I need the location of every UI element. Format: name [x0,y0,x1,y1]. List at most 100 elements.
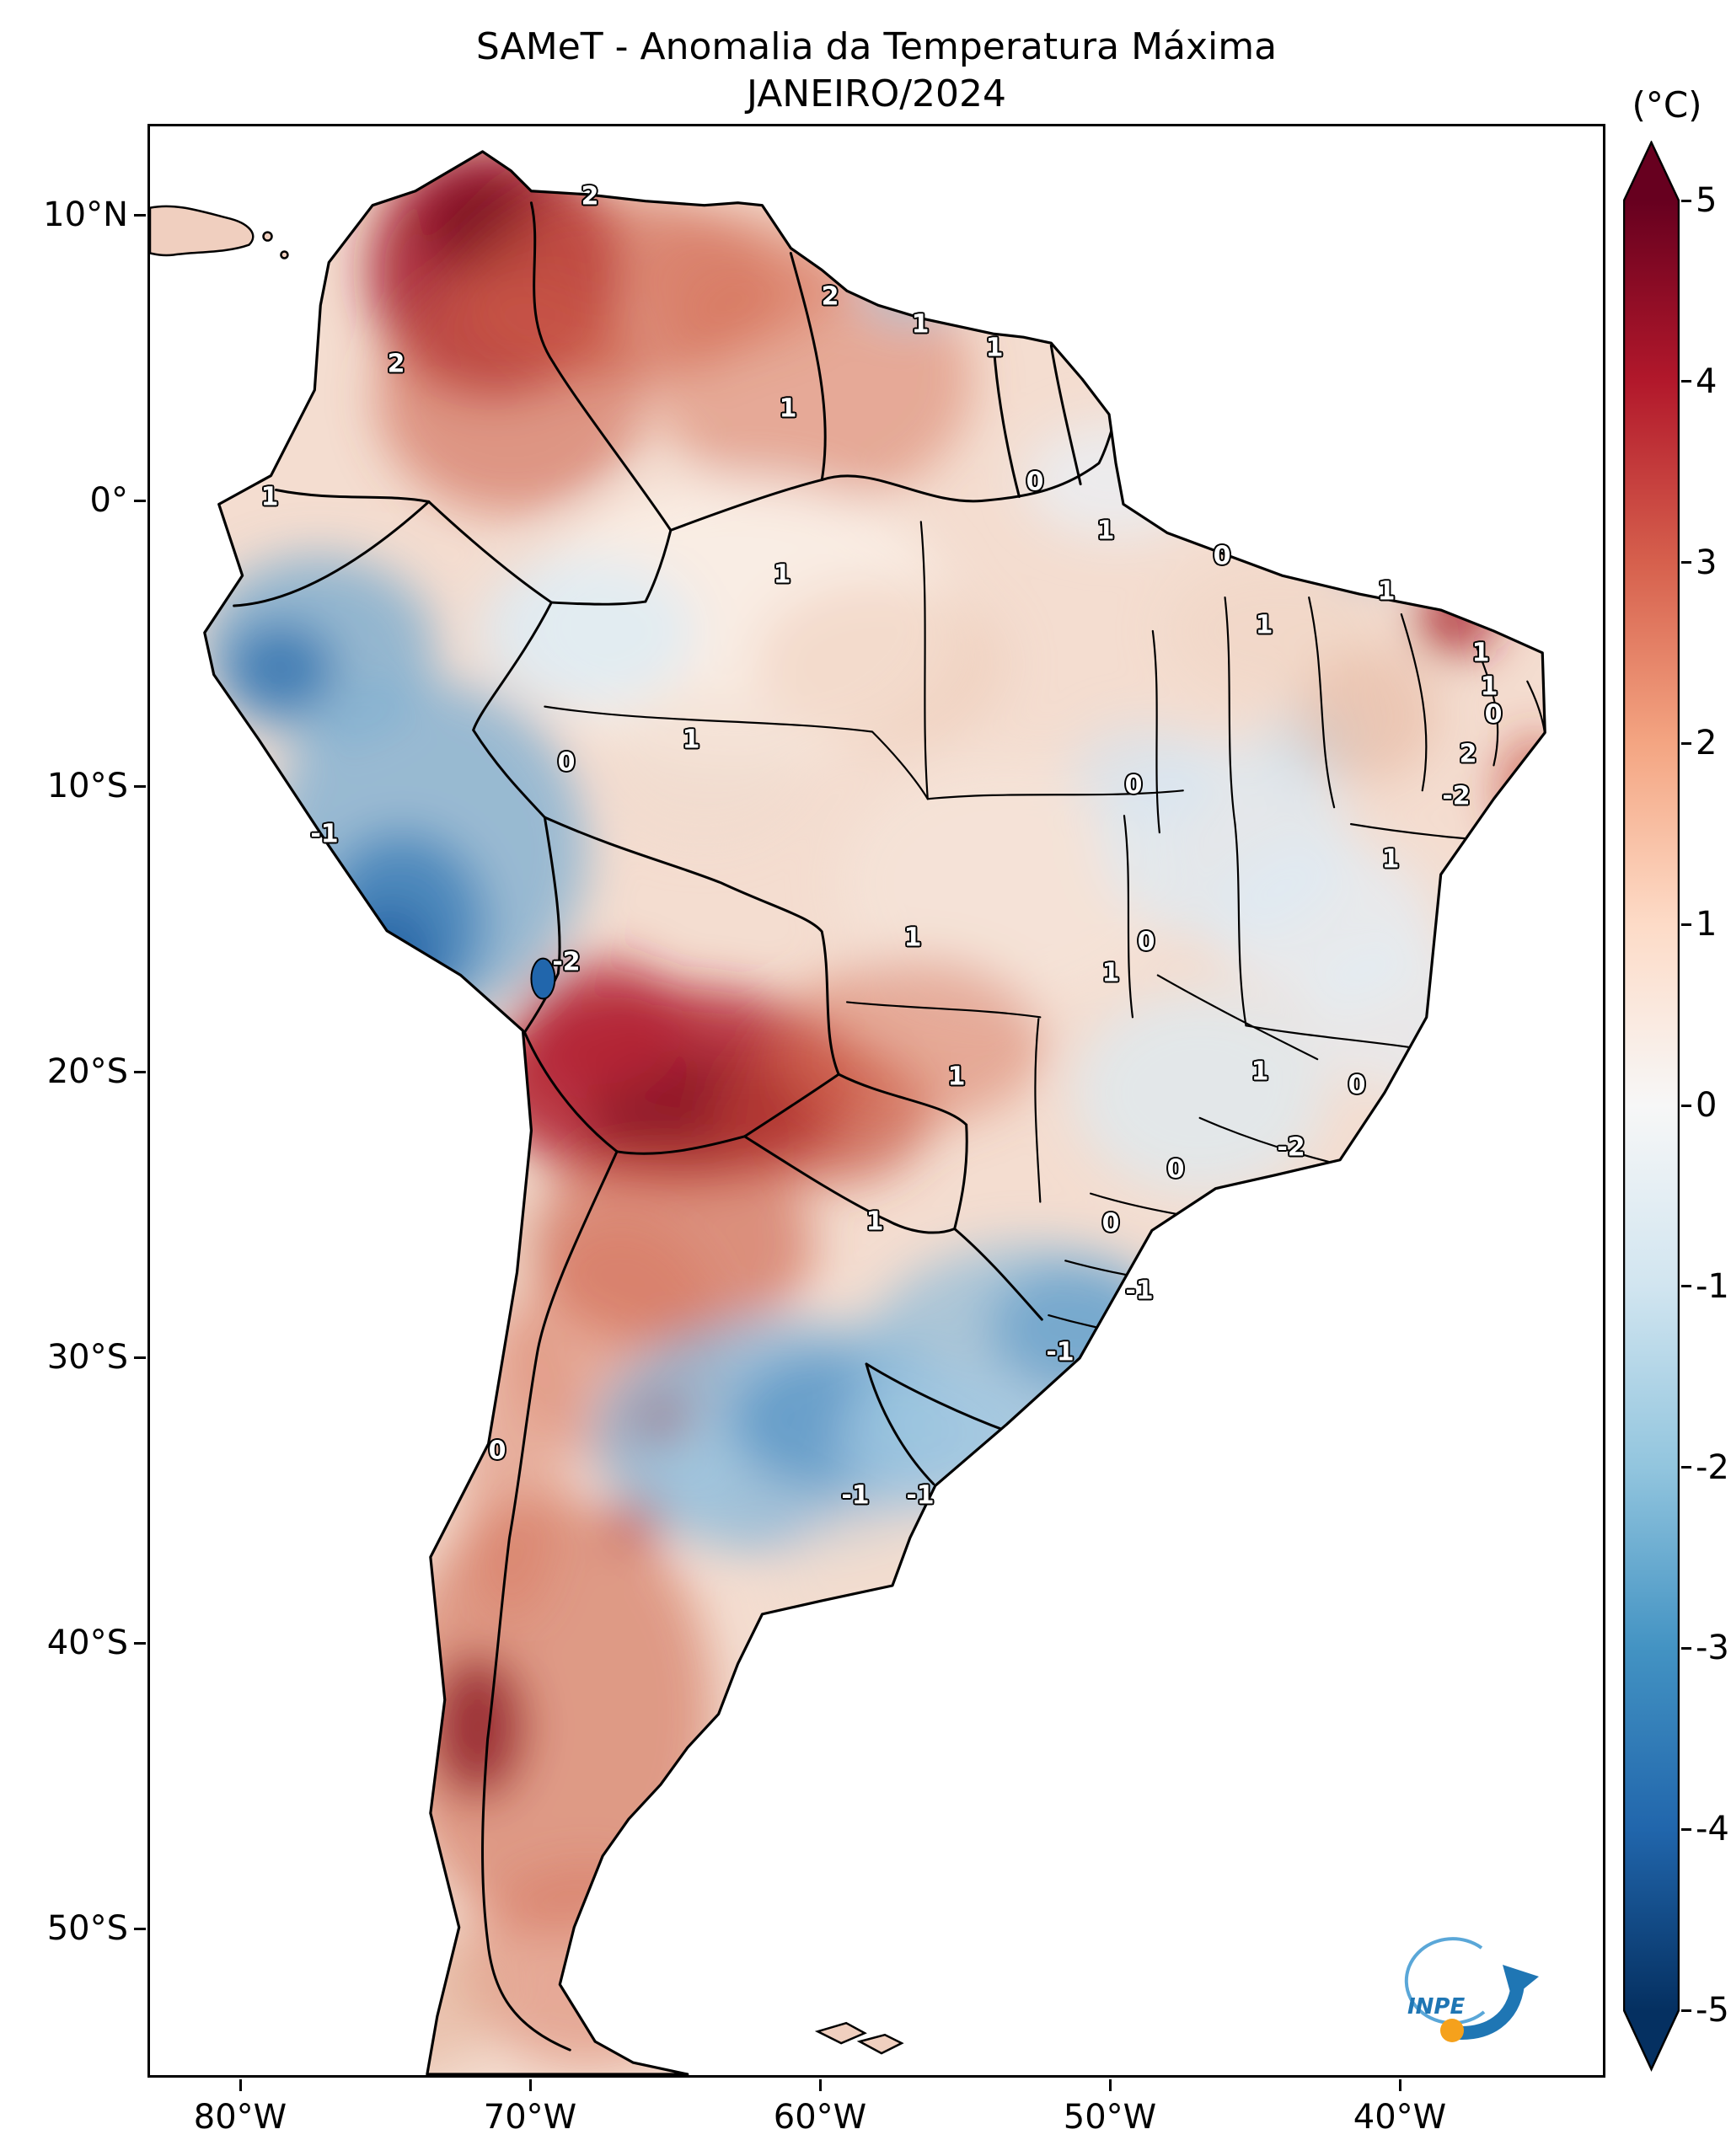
anomaly-value-label: 1 [682,725,700,755]
anomaly-value-label: -2 [1277,1132,1305,1163]
anomaly-value-label: -2 [552,947,581,977]
anomaly-value-label: 0 [488,1436,506,1466]
anomaly-value-label: -2 [1442,781,1471,811]
anomaly-value-label: 0 [1166,1154,1185,1185]
title-line1: SAMeT - Anomalia da Temperatura Máxima [475,25,1278,68]
anomaly-value-label: 1 [1381,844,1400,875]
lon-tick-label: 50°W [1063,2098,1157,2137]
lat-tick [134,1070,146,1073]
colorbar-unit-label: (°C) [1632,84,1702,126]
colorbar-tick-label: -4 [1696,1810,1729,1849]
colorbar-tick-label: 3 [1696,543,1718,582]
colorbar-tick-label: -2 [1696,1447,1729,1487]
anomaly-value-label: 0 [1213,541,1231,571]
anomaly-value-label: -1 [906,1480,935,1511]
country-borders [233,201,1117,2052]
anomaly-value-label: 1 [1471,638,1490,668]
anomaly-value-label: 1 [1096,516,1115,546]
colorbar-tick [1681,2009,1691,2012]
lon-tick [528,2079,532,2091]
colorbar-tick-label: -1 [1696,1266,1729,1306]
colorbar-bar [1623,141,1680,2072]
colorbar-tick-label: 2 [1696,724,1718,763]
lon-tick-label: 60°W [773,2098,867,2137]
lat-tick [134,499,146,502]
lon-tick-label: 70°W [483,2098,577,2137]
inpe-logo-graphic: INPE [1404,1937,1539,2042]
colorbar-tick [1681,1827,1691,1831]
anomaly-value-label: 0 [1484,699,1503,730]
anomaly-value-label: 0 [557,747,576,778]
anomaly-value-label: 0 [1137,927,1155,957]
south-america-map [150,150,1546,2075]
anomaly-value-label: 1 [1377,576,1396,607]
lon-tick-label: 40°W [1353,2098,1447,2137]
anomaly-value-label: 2 [581,181,599,211]
lat-tick-label: 10°N [43,195,128,234]
inpe-orange-dot-icon [1440,2019,1464,2042]
colorbar-tick-label: 5 [1696,181,1718,220]
anomaly-value-label: 2 [1459,739,1477,769]
lat-tick-label: 20°S [46,1052,128,1091]
lat-tick-label: 50°S [46,1909,128,1948]
anomaly-value-label: 0 [1124,770,1143,800]
chart-title: SAMeT - Anomalia da Temperatura Máxima J… [147,24,1605,119]
lon-tick [1108,2079,1112,2091]
lat-tick-label: 40°S [46,1624,128,1662]
colorbar-tick [1681,923,1691,926]
inpe-logo-text: INPE [1407,1994,1465,2020]
lake-titicaca [530,957,556,1000]
anomaly-value-label: 1 [903,923,922,953]
anomaly-value-label: 2 [387,349,405,379]
coast-fragment-northwest [150,205,289,259]
lat-tick [134,1641,146,1645]
lat-tick-label: 10°S [46,767,128,805]
lon-tick [818,2079,822,2091]
inpe-arrowhead-icon [1503,1965,1539,1998]
inpe-logo: INPE [1372,1929,1549,2064]
anomaly-value-label: 2 [821,281,839,312]
map-plot-area: INPE [147,124,1605,2078]
colorbar-tick [1681,199,1691,202]
anomaly-value-label: -1 [841,1480,870,1511]
lat-tick-label: 0° [89,481,128,520]
colorbar-tick [1681,1104,1691,1107]
colorbar-tick [1681,1285,1691,1288]
colorbar-tick [1681,561,1691,564]
anomaly-value-label: 1 [779,393,797,424]
colorbar-tick-label: 4 [1696,361,1718,401]
anomaly-value-label: 1 [866,1206,884,1237]
lat-tick [134,1356,146,1359]
anomaly-value-label: 1 [1251,1057,1269,1087]
colorbar-tick [1681,741,1691,745]
colorbar-tick-label: -5 [1696,1991,1729,2030]
colorbar [1623,141,1680,2072]
lat-tick-label: 30°S [46,1338,128,1377]
lat-tick [134,213,146,217]
anomaly-value-label: 1 [773,559,791,590]
anomaly-value-label: 1 [1480,671,1498,702]
anomaly-value-label: 0 [1348,1070,1366,1100]
colorbar-tick-label: -3 [1696,1629,1729,1668]
anomaly-value-label: -1 [310,819,339,849]
colorbar-tick [1681,1466,1691,1469]
colorbar-tick [1681,380,1691,383]
anomaly-value-label: -1 [1125,1276,1154,1306]
colorbar-tick [1681,1646,1691,1650]
anomaly-value-label: 1 [911,309,930,340]
anomaly-value-label: 1 [260,482,279,512]
anomaly-value-label: 1 [947,1062,966,1092]
anomaly-value-label: 0 [1026,467,1044,497]
anomaly-value-label: 1 [1101,958,1120,988]
anomaly-value-label: -1 [1046,1337,1075,1367]
lon-tick [238,2079,242,2091]
south-america-coastline [203,150,1546,2075]
islands [814,2021,904,2055]
anomaly-value-label: 1 [1255,610,1273,640]
colorbar-tick-label: 1 [1696,905,1718,944]
lon-tick-label: 80°W [193,2098,287,2137]
anomaly-value-label: 1 [985,333,1004,363]
lon-tick [1398,2079,1401,2091]
lat-tick [134,784,146,788]
